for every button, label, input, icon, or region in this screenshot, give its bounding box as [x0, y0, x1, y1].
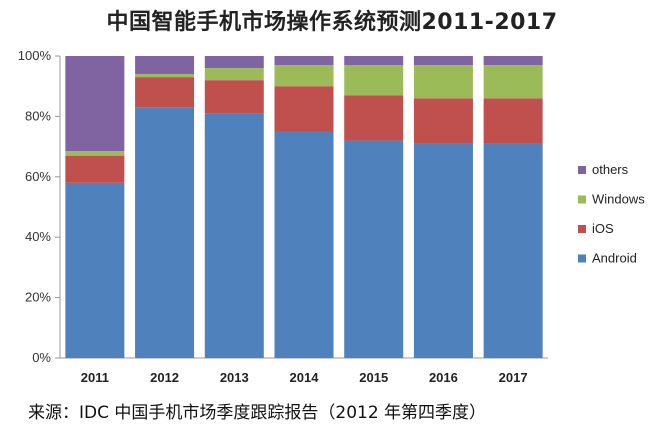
bar-segment-ios-2013	[204, 80, 264, 114]
bar-segment-others-2016	[413, 56, 473, 66]
x-category-label: 2012	[150, 370, 179, 385]
x-category-label: 2017	[499, 370, 528, 385]
legend-swatch-others	[578, 166, 586, 174]
bar-segment-windows-2017	[483, 65, 543, 99]
legend-label-windows: Windows	[592, 192, 645, 207]
plot-area: 0%20%40%60%80%100% 2011 2012 2013 2014 2015 2…	[18, 48, 548, 385]
y-tick-label: 80%	[25, 108, 51, 123]
bar-segment-windows-2015	[344, 65, 404, 96]
legend: others Windows iOS Android	[578, 162, 645, 266]
bar-segment-windows-2014	[274, 65, 334, 87]
x-category-label: 2016	[429, 370, 458, 385]
bar-segment-android-2011	[65, 182, 125, 358]
x-category-label: 2015	[359, 370, 388, 385]
bar-segment-others-2014	[274, 56, 334, 66]
x-axis-categories: 2011 2012 2013 2014 2015 2016 2017	[81, 370, 528, 385]
legend-swatch-windows	[578, 195, 586, 204]
bar-segment-android-2015	[344, 140, 404, 358]
bar-segment-ios-2016	[413, 98, 473, 144]
bar-segment-windows-2016	[413, 65, 473, 99]
bar-segment-android-2017	[483, 143, 543, 358]
bar-segment-others-2011	[65, 56, 125, 152]
bar-segment-android-2016	[413, 143, 473, 358]
bar-segment-ios-2014	[274, 86, 334, 132]
x-category-label: 2011	[81, 370, 109, 385]
legend-label-others: others	[592, 162, 629, 177]
bar-segment-ios-2015	[344, 95, 404, 141]
bar-segment-windows-2011	[65, 151, 125, 156]
bar-segment-others-2015	[344, 56, 404, 66]
y-tick-label: 60%	[25, 169, 51, 184]
bar-segment-ios-2012	[135, 77, 195, 108]
legend-label-ios: iOS	[592, 221, 614, 236]
bar-segment-android-2012	[135, 107, 195, 358]
chart-title: 中国智能手机市场操作系统预测2011-2017	[106, 10, 558, 35]
bar-segment-ios-2017	[483, 98, 543, 144]
bar-segment-ios-2011	[65, 155, 125, 183]
legend-swatch-ios	[578, 225, 586, 233]
bar-segment-android-2014	[274, 131, 334, 358]
chart-source: 来源：IDC 中国手机市场季度跟踪报告（2012 年第四季度）	[28, 403, 487, 423]
y-axis-ticks: 0% 20% 40% 60% 80% 100%	[18, 48, 60, 365]
legend-swatch-android	[578, 254, 586, 263]
y-tick-label: 0%	[32, 350, 51, 365]
bar-stacks	[65, 56, 543, 358]
x-category-label: 2013	[220, 370, 249, 385]
y-tick-label: 100%	[18, 48, 52, 63]
bar-segment-others-2017	[483, 56, 543, 66]
x-category-label: 2014	[290, 370, 320, 385]
y-tick-label: 20%	[25, 290, 51, 305]
y-tick-label: 40%	[25, 229, 51, 244]
bar-segment-windows-2012	[135, 74, 195, 78]
bar-segment-others-2013	[204, 56, 264, 69]
bar-segment-windows-2013	[204, 68, 264, 81]
legend-label-android: Android	[592, 251, 637, 266]
bar-segment-android-2013	[204, 113, 264, 358]
bar-segment-others-2012	[135, 56, 195, 75]
